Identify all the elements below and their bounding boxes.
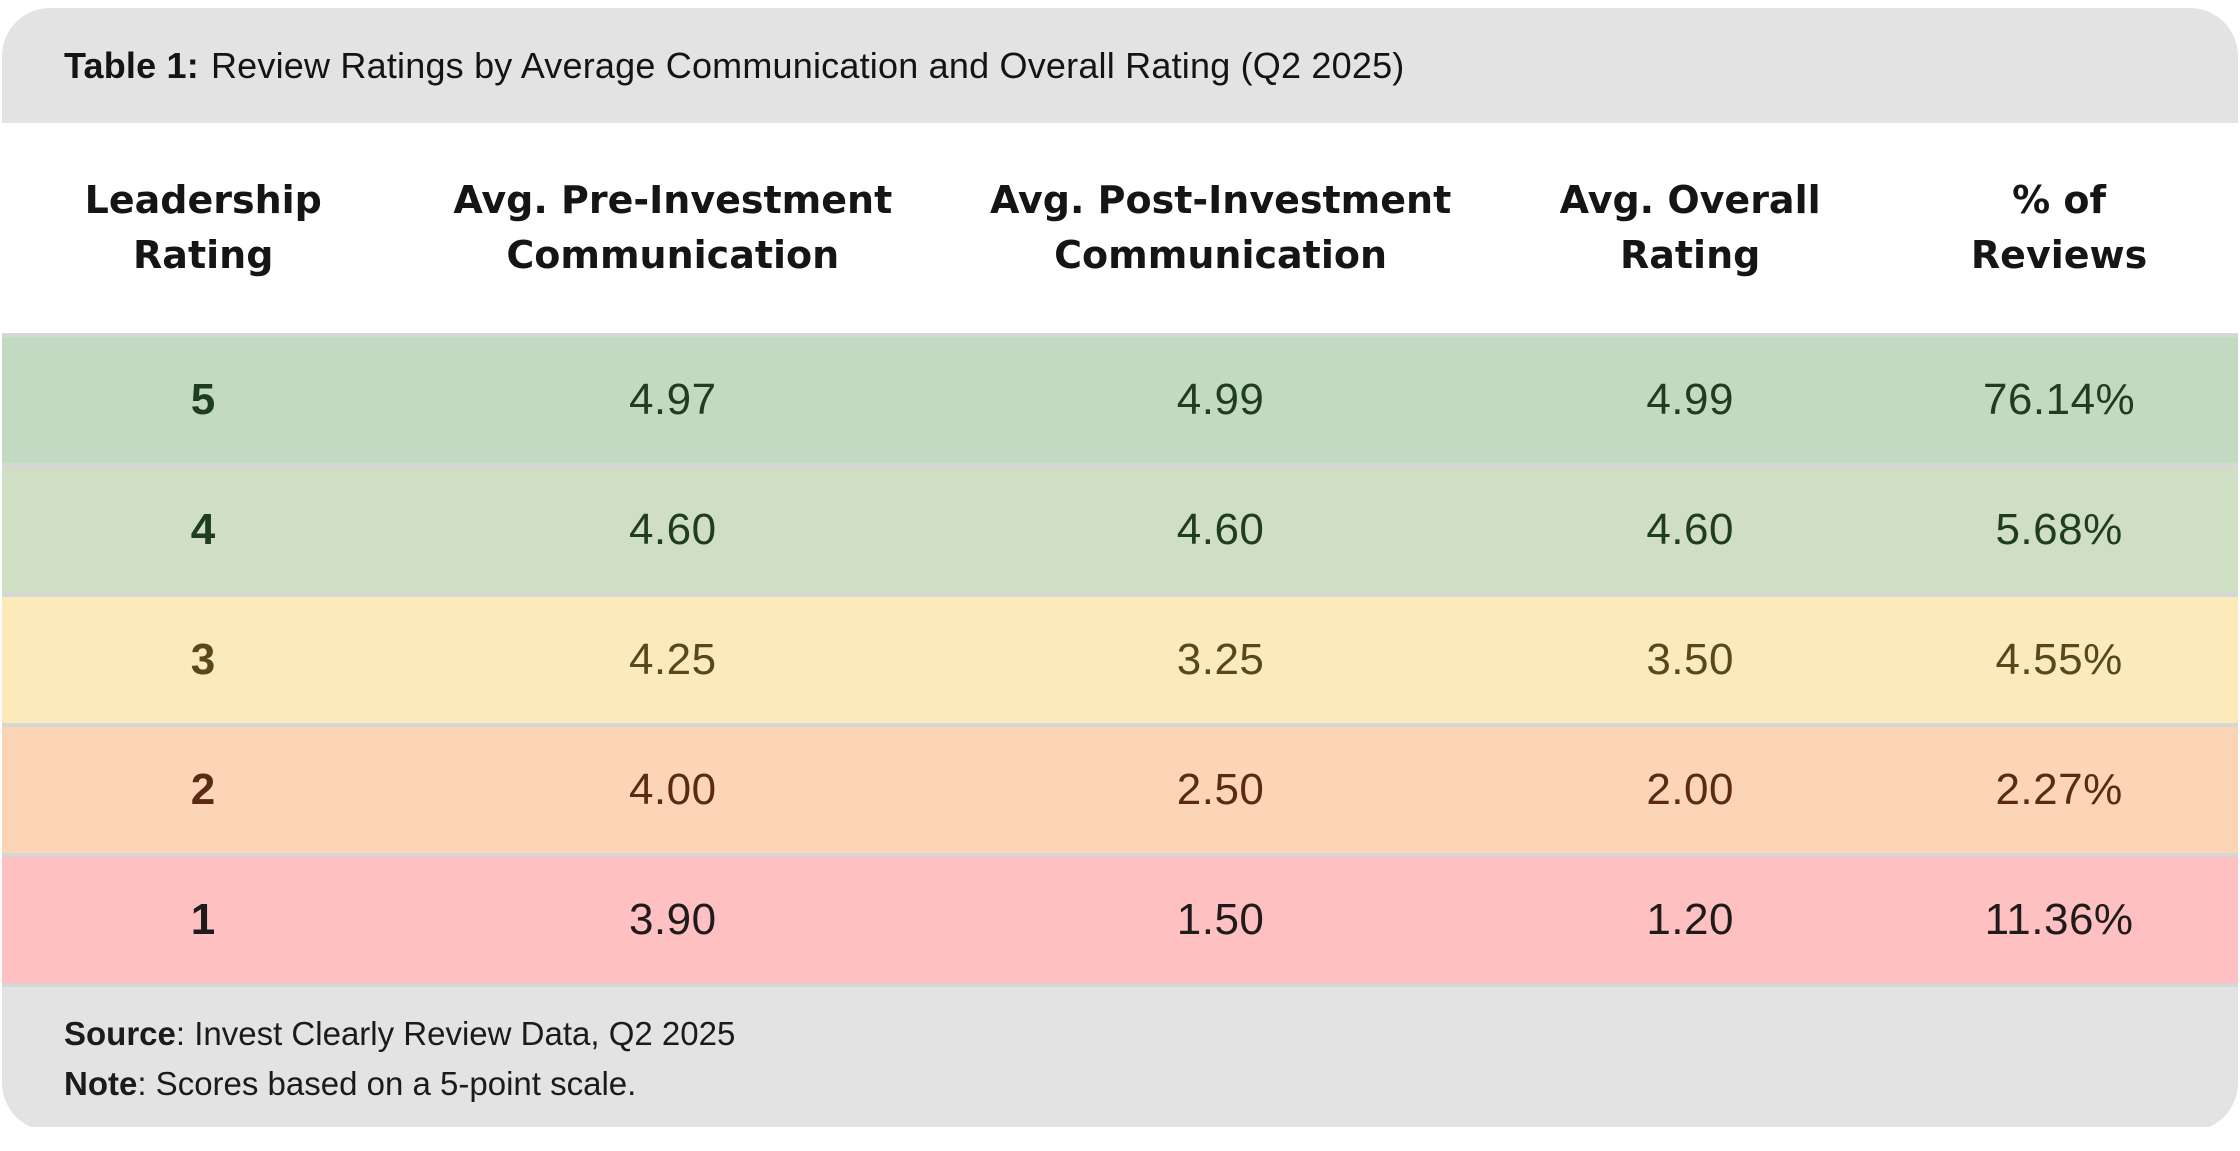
cell-rating: 4 [190, 505, 216, 554]
cell-pct-of-reviews: 4.55% [1995, 635, 2123, 684]
column-header-post-investment: Avg. Post-Investment Communication [989, 177, 1452, 277]
cell-rating: 2 [190, 765, 216, 814]
cell-overall-rating: 1.20 [1646, 895, 1734, 944]
cell-post-communication: 1.50 [1176, 895, 1265, 944]
cell-pre-communication: 4.00 [628, 765, 717, 814]
table-figure-card: Table 1: Review Ratings by Average Commu… [2, 8, 2238, 1131]
note-label: Note [64, 1064, 138, 1102]
table-row-rating-1: 1 3.90 1.50 1.20 11.36% [2, 853, 2238, 983]
table-title-bar: Table 1: Review Ratings by Average Commu… [2, 8, 2238, 123]
table-row-rating-2: 2 4.00 2.50 2.00 2.27% [2, 723, 2238, 853]
cell-overall-rating: 4.99 [1646, 375, 1734, 424]
cell-pre-communication: 4.60 [628, 505, 717, 554]
column-header-row: Leadership Rating Avg. Pre-Investment Co… [2, 123, 2238, 333]
cell-pct-of-reviews: 76.14% [1982, 375, 2136, 424]
cell-post-communication: 3.25 [1176, 635, 1265, 684]
cell-pre-communication: 4.25 [628, 635, 717, 684]
note-line: Note: Scores based on a 5-point scale. [64, 1059, 2176, 1109]
cell-rating: 5 [190, 375, 216, 424]
cell-post-communication: 4.60 [1176, 505, 1265, 554]
source-label: Source [64, 1015, 176, 1052]
column-header-overall-rating: Avg. Overall Rating [1559, 177, 1821, 277]
source-text: : Invest Clearly Review Data, Q2 2025 [175, 1015, 736, 1052]
column-header-pre-investment: Avg. Pre-Investment Communication [453, 177, 893, 277]
note-text: : Scores based on a 5-point scale. [137, 1064, 637, 1102]
cell-pre-communication: 3.90 [628, 895, 717, 944]
cell-rating: 1 [190, 895, 216, 944]
column-header-pct-of-reviews: % of Reviews [1970, 177, 2148, 277]
table-footer: Source: Invest Clearly Review Data, Q2 2… [2, 983, 2238, 1127]
cell-pct-of-reviews: 11.36% [1984, 895, 2134, 944]
table-row-rating-5: 5 4.97 4.99 4.99 76.14% [2, 333, 2238, 463]
table-title-label: Table 1: [64, 44, 199, 86]
column-header-leadership-rating: Leadership Rating [84, 177, 322, 277]
cell-post-communication: 4.99 [1176, 375, 1265, 424]
cell-overall-rating: 4.60 [1646, 505, 1734, 554]
cell-rating: 3 [190, 635, 216, 684]
table-title-text: Review Ratings by Average Communication … [210, 44, 1405, 86]
cell-overall-rating: 3.50 [1646, 635, 1734, 684]
cell-post-communication: 2.50 [1176, 765, 1265, 814]
table-row-rating-4: 4 4.60 4.60 4.60 5.68% [2, 463, 2238, 593]
cell-pre-communication: 4.97 [628, 375, 717, 424]
cell-overall-rating: 2.00 [1646, 765, 1734, 814]
cell-pct-of-reviews: 2.27% [1995, 765, 2123, 814]
table-row-rating-3: 3 4.25 3.25 3.50 4.55% [2, 593, 2238, 723]
source-line: Source: Invest Clearly Review Data, Q2 2… [64, 1009, 2176, 1059]
cell-pct-of-reviews: 5.68% [1995, 505, 2123, 554]
